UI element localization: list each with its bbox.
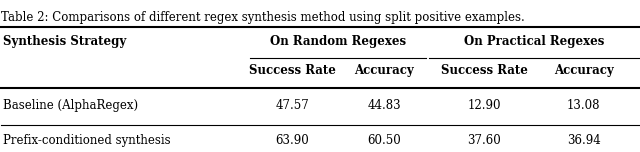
Text: Table 2: Comparisons of different regex synthesis method using split positive ex: Table 2: Comparisons of different regex … — [1, 11, 525, 24]
Text: Success Rate: Success Rate — [249, 64, 336, 77]
Text: Prefix-conditioned synthesis: Prefix-conditioned synthesis — [3, 134, 171, 147]
Text: 36.94: 36.94 — [567, 134, 600, 147]
Text: Synthesis Strategy: Synthesis Strategy — [3, 35, 127, 48]
Text: 37.60: 37.60 — [468, 134, 501, 147]
Text: 63.90: 63.90 — [276, 134, 309, 147]
Text: 44.83: 44.83 — [367, 99, 401, 112]
Text: Success Rate: Success Rate — [441, 64, 528, 77]
Text: Accuracy: Accuracy — [554, 64, 614, 77]
Text: On Practical Regexes: On Practical Regexes — [463, 35, 604, 48]
Text: Accuracy: Accuracy — [354, 64, 414, 77]
Text: 13.08: 13.08 — [567, 99, 600, 112]
Text: 60.50: 60.50 — [367, 134, 401, 147]
Text: On Random Regexes: On Random Regexes — [270, 35, 406, 48]
Text: 47.57: 47.57 — [276, 99, 309, 112]
Text: 12.90: 12.90 — [468, 99, 501, 112]
Text: Baseline (AlphaRegex): Baseline (AlphaRegex) — [3, 99, 138, 112]
